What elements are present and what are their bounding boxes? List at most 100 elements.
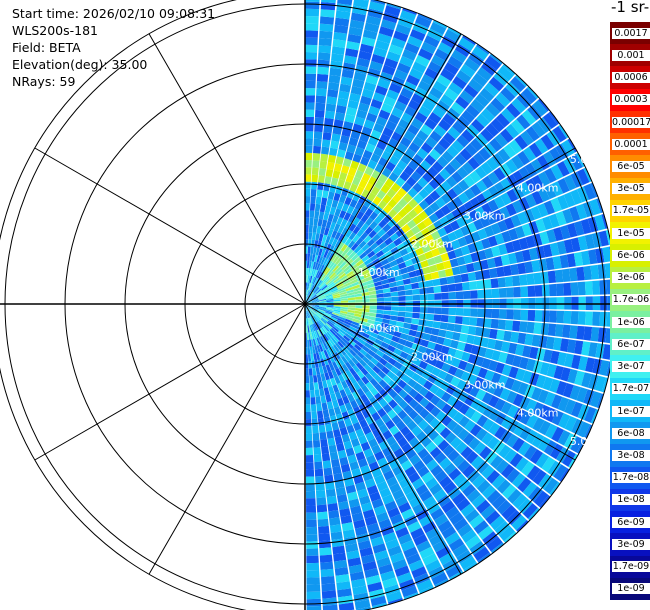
beta-cell (390, 366, 400, 375)
beta-cell (400, 425, 411, 437)
beta-cell (485, 510, 501, 525)
beta-cell (525, 193, 537, 208)
beta-cell (360, 156, 370, 166)
beta-cell (353, 474, 364, 485)
beta-cell (394, 274, 403, 282)
beta-cell (307, 246, 311, 254)
beta-cell (567, 339, 577, 354)
beta-cell (309, 283, 313, 291)
beta-cell (311, 276, 316, 284)
beta-cell (313, 440, 321, 448)
beta-cell (326, 348, 332, 357)
colorbar-tick-label: 6e-07 (612, 338, 650, 350)
beta-cell (358, 50, 372, 61)
beta-cell (312, 346, 316, 354)
beta-cell (397, 316, 405, 323)
beta-cell (328, 236, 335, 245)
beta-cell (459, 148, 473, 161)
beta-cell (485, 123, 500, 138)
beta-cell (445, 175, 458, 188)
beta-cell (472, 474, 486, 489)
beta-cell (577, 421, 591, 438)
beta-cell (317, 321, 323, 328)
beta-cell (416, 221, 427, 231)
beta-cell (378, 518, 392, 530)
beta-cell (318, 298, 327, 302)
beta-cell (350, 160, 360, 170)
beta-cell (338, 366, 346, 375)
beta-cell (318, 37, 332, 47)
beta-cell (412, 312, 420, 319)
beta-cell (419, 546, 435, 560)
beta-cell (316, 321, 321, 329)
beta-cell (402, 415, 413, 426)
beta-cell (356, 351, 365, 359)
beta-cell (355, 185, 365, 196)
beta-cell (325, 394, 332, 403)
beta-cell (318, 525, 330, 535)
beta-cell (364, 352, 373, 361)
beta-cell (399, 267, 409, 275)
beta-cell (344, 196, 353, 206)
beta-cell (314, 360, 319, 368)
beta-cell (357, 488, 369, 499)
beta-cell (540, 322, 550, 336)
beta-cell (588, 249, 598, 265)
beta-cell (402, 253, 411, 262)
beta-cell (377, 370, 387, 379)
beta-cell (306, 318, 309, 326)
beta-cell (346, 292, 355, 296)
beta-cell (563, 192, 576, 208)
beta-cell (390, 291, 399, 297)
beta-cell (305, 447, 314, 456)
beta-cell (580, 218, 592, 235)
beta-cell (323, 416, 331, 425)
beta-cell (425, 527, 441, 540)
beta-cell (413, 460, 426, 472)
beta-cell (392, 489, 405, 501)
beta-cell (518, 166, 532, 181)
beta-cell (355, 237, 364, 246)
beta-cell (561, 139, 576, 157)
beta-cell (470, 455, 484, 469)
beta-cell (553, 464, 568, 481)
colorbar-tick-label: 6e-08 (612, 427, 650, 439)
beta-cell (554, 269, 564, 283)
beta-cell (568, 454, 578, 469)
beta-cell (551, 426, 565, 443)
beta-cell (473, 218, 484, 231)
beta-cell (360, 214, 369, 223)
beta-cell (362, 509, 376, 520)
beta-cell (306, 310, 309, 319)
beta-cell (397, 198, 408, 209)
beta-cell (517, 150, 531, 166)
beta-cell (427, 166, 439, 178)
beta-cell (505, 203, 517, 217)
beta-cell (322, 132, 332, 141)
beta-cell (326, 306, 334, 310)
range-ring-labels: 1.00km2.00km3.00km4.00km5.00km1.00km2.00… (358, 153, 611, 448)
beta-cell (361, 269, 370, 276)
beta-cell (459, 333, 468, 343)
beta-cell (463, 254, 473, 264)
beta-cell (480, 128, 494, 142)
beta-cell (530, 206, 542, 220)
beta-cell (322, 258, 329, 266)
beta-cell (463, 561, 478, 572)
beta-cell (324, 311, 333, 316)
beta-cell (345, 543, 359, 553)
beta-cell (547, 270, 557, 284)
beta-cell (447, 315, 456, 324)
beta-cell (405, 448, 417, 460)
beta-cell (517, 498, 533, 514)
beta-cell (411, 282, 420, 290)
beta-cell (492, 440, 506, 455)
beta-cell (387, 545, 403, 557)
beta-cell (423, 183, 435, 195)
beta-cell (327, 339, 333, 348)
beta-cell (406, 420, 418, 431)
beta-cell (318, 308, 326, 312)
beta-cell (472, 46, 489, 61)
beta-cell (552, 337, 562, 351)
beta-cell (447, 27, 462, 37)
